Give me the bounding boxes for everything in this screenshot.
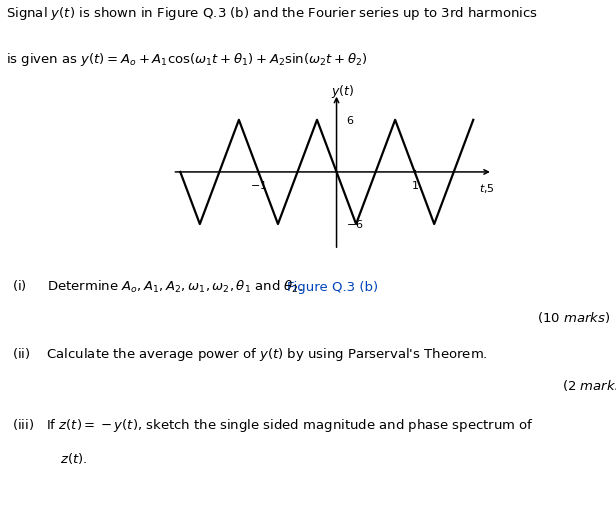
Text: $y(t)$: $y(t)$ — [331, 83, 354, 100]
Text: $t$,5: $t$,5 — [479, 182, 495, 195]
Text: $(10\ marks)$: $(10\ marks)$ — [537, 310, 611, 325]
Text: $-1$: $-1$ — [249, 179, 267, 191]
Text: $6$: $6$ — [346, 114, 354, 126]
Text: (i)     Determine $A_o, A_1, A_2, \omega_1, \omega_2, \theta_1$ and $\theta_2$.: (i) Determine $A_o, A_1, A_2, \omega_1, … — [12, 279, 303, 295]
Text: (iii)   If $z(t) = -y(t)$, sketch the single sided magnitude and phase spectrum : (iii) If $z(t) = -y(t)$, sketch the sing… — [12, 417, 534, 434]
Text: is given as $y(t) = A_o + A_1 \cos(\omega_1 t + \theta_1) + A_2 \sin(\omega_2 t : is given as $y(t) = A_o + A_1 \cos(\omeg… — [6, 51, 368, 68]
Text: (ii)    Calculate the average power of $y(t)$ by using Parserval's Theorem.: (ii) Calculate the average power of $y(t… — [12, 346, 488, 364]
Text: $(2\ marks)$: $(2\ marks)$ — [562, 378, 616, 393]
Text: $z(t)$.: $z(t)$. — [60, 451, 87, 466]
Text: $1$: $1$ — [411, 179, 419, 191]
Text: $-6$: $-6$ — [346, 218, 363, 230]
Text: Signal $y(t)$ is shown in Figure Q.3 (b) and the Fourier series up to 3rd harmon: Signal $y(t)$ is shown in Figure Q.3 (b)… — [6, 5, 538, 22]
Text: Figure Q.3 (b): Figure Q.3 (b) — [287, 281, 378, 294]
